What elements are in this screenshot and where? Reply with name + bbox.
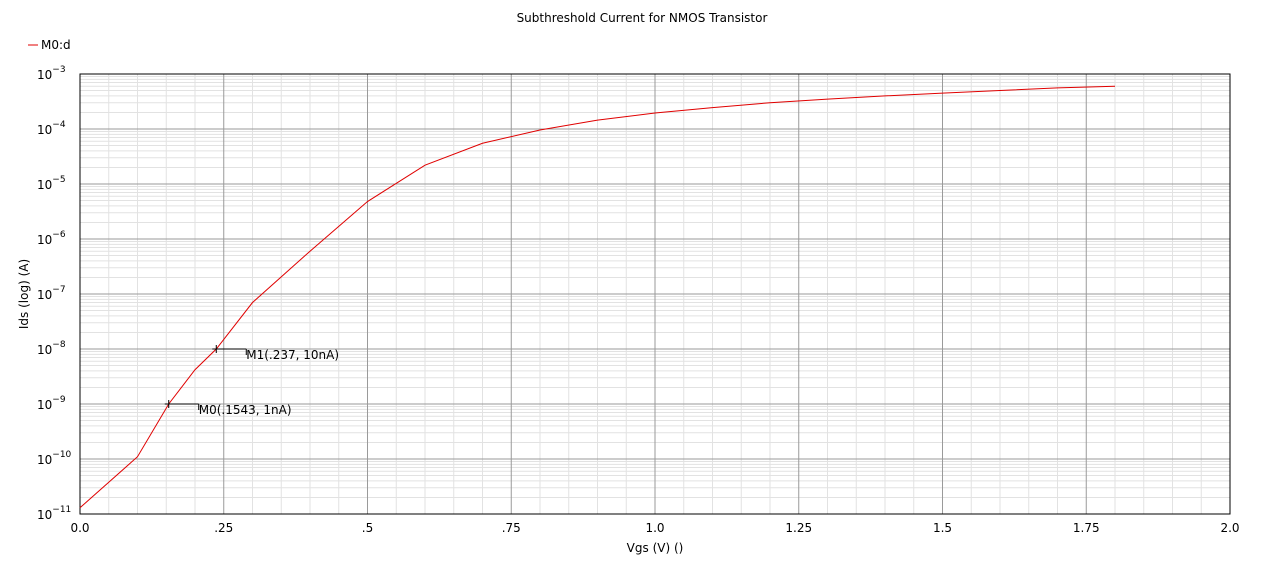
x-tick-label: 1.25 — [785, 521, 812, 535]
x-tick-label: 1.5 — [933, 521, 952, 535]
x-tick-label: 2.0 — [1220, 521, 1239, 535]
marker-m1[interactable]: M1(.237, 10nA) — [212, 345, 339, 362]
y-axis: 10−11 10−10 10−9 10−8 10−7 10−6 10−5 10−4 10−3 — [37, 65, 72, 522]
y-tick-label: 10−9 — [37, 395, 66, 412]
markers[interactable]: M0(.1543, 1nA) M1(.237, 10nA) — [164, 345, 339, 417]
x-tick-label: .5 — [362, 521, 373, 535]
y-tick-label: 10−7 — [37, 285, 66, 302]
series-line — [79, 85, 1116, 509]
marker-label: M1(.237, 10nA) — [246, 348, 339, 362]
legend[interactable]: M0:d — [28, 38, 71, 52]
x-axis-label: Vgs (V) () — [627, 541, 684, 555]
x-tick-label: .25 — [214, 521, 233, 535]
y-tick-label: 10−8 — [37, 340, 66, 357]
series — [79, 85, 1116, 509]
y-tick-label: 10−5 — [37, 175, 66, 192]
y-axis-label: Ids (log) (A) — [17, 259, 31, 329]
y-tick-label: 10−10 — [37, 450, 72, 467]
x-tick-label: 0.0 — [70, 521, 89, 535]
grid — [79, 73, 1231, 515]
x-tick-label: 1.0 — [645, 521, 664, 535]
chart-title: Subthreshold Current for NMOS Transistor — [517, 11, 768, 25]
x-tick-label: 1.75 — [1073, 521, 1100, 535]
marker-label: M0(.1543, 1nA) — [199, 403, 292, 417]
x-tick-label: .75 — [502, 521, 521, 535]
y-tick-label: 10−4 — [37, 120, 66, 137]
y-tick-label: 10−6 — [37, 230, 66, 247]
marker-m0[interactable]: M0(.1543, 1nA) — [164, 400, 292, 417]
legend-label: M0:d — [41, 38, 71, 52]
x-axis: 0.0 .25 .5 .75 1.0 1.25 1.5 1.75 2.0 — [70, 521, 1239, 535]
plot-area-border — [79, 73, 1231, 515]
y-tick-label: 10−3 — [37, 65, 66, 82]
y-tick-label: 10−11 — [37, 505, 71, 522]
